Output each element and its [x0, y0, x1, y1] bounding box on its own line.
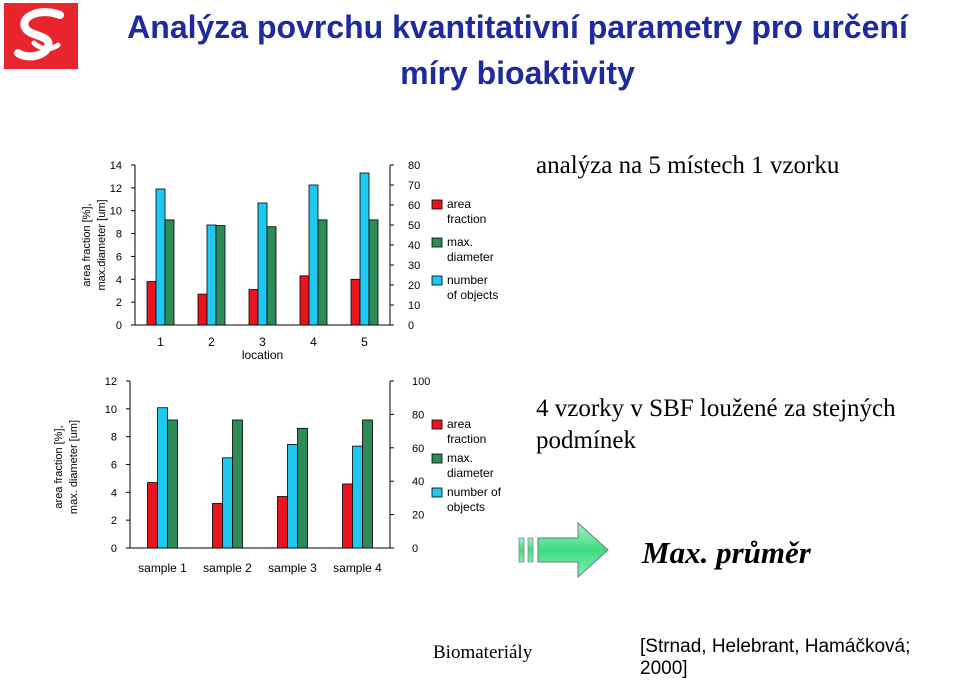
- bar-area-fraction: [197, 293, 208, 326]
- legend-swatch: [431, 487, 443, 498]
- y2-tick-label: 50: [408, 220, 420, 232]
- y-axis-label: max. diameter [um]: [68, 420, 80, 514]
- y2-tick-label: 0: [412, 543, 418, 555]
- bar-number-of-objects: [157, 407, 168, 549]
- x-tick-label: sample 3: [268, 561, 317, 575]
- legend-swatch: [431, 237, 443, 248]
- legend-label: of objects: [447, 288, 498, 302]
- bar-area-fraction: [147, 482, 158, 549]
- y2-tick-label: 0: [408, 320, 414, 332]
- y-tick-label: 12: [105, 376, 117, 388]
- page-title: Analýza povrchu kvantitativní parametry …: [127, 9, 908, 91]
- y2-tick-label: 100: [412, 376, 430, 388]
- bar-number-of-objects: [359, 172, 370, 326]
- y2-tick-label: 60: [408, 200, 420, 212]
- max-label: Max. průměr: [642, 535, 811, 570]
- y2-tick-label: 20: [412, 510, 424, 522]
- y2-tick-label: 30: [408, 260, 420, 272]
- bar-number-of-objects: [257, 202, 268, 326]
- y-tick-label: 2: [111, 515, 117, 527]
- y-tick-label: 10: [110, 206, 122, 218]
- bar-area-fraction: [350, 278, 361, 326]
- y-tick-label: 14: [110, 160, 122, 172]
- bar-number-of-objects: [155, 188, 166, 326]
- legend-label: fraction: [447, 432, 486, 446]
- bar-max-diameter: [362, 419, 373, 549]
- bar-max-diameter: [215, 225, 226, 326]
- y2-tick-label: 20: [408, 280, 420, 292]
- bar-max-diameter: [167, 419, 178, 549]
- bar-max-diameter: [368, 219, 379, 326]
- bar-max-diameter: [232, 419, 243, 549]
- legend-label: number of: [447, 485, 502, 499]
- y-tick-label: 12: [110, 183, 122, 195]
- legend-label: area: [447, 197, 471, 211]
- y2-tick-label: 80: [412, 409, 424, 421]
- y-tick-label: 8: [111, 432, 117, 444]
- y-tick-label: 4: [111, 487, 117, 499]
- y-tick-label: 6: [116, 251, 122, 263]
- y-tick-label: 0: [116, 320, 122, 332]
- legend-swatch: [431, 275, 443, 286]
- y-axis-label: area fraction [%],: [53, 425, 65, 508]
- footer-left: Biomateriály: [433, 642, 533, 663]
- y2-tick-label: 60: [412, 443, 424, 455]
- x-axis-label: location: [242, 348, 283, 362]
- bar-area-fraction: [248, 289, 259, 326]
- x-tick-label: 5: [361, 335, 368, 349]
- x-tick-label: 2: [208, 335, 215, 349]
- legend-label: area: [447, 417, 471, 431]
- x-tick-label: sample 1: [138, 561, 187, 575]
- y2-tick-label: 40: [408, 240, 420, 252]
- bar-area-fraction: [277, 496, 288, 549]
- legend-label: fraction: [447, 212, 486, 226]
- y-axis-label: area fraction [%],: [81, 203, 93, 286]
- footer-right: [Strnad, Helebrant, Hamáčková; 2000]: [640, 636, 911, 679]
- bar-area-fraction: [342, 483, 353, 549]
- x-tick-label: 3: [259, 335, 266, 349]
- legend-swatch: [431, 199, 443, 210]
- y2-tick-label: 70: [408, 180, 420, 192]
- legend-label: diameter: [447, 466, 494, 480]
- note-top: analýza na 5 místech 1 vzorku: [536, 152, 840, 179]
- legend-label: number: [447, 273, 488, 287]
- bar-number-of-objects: [222, 457, 233, 549]
- bar-number-of-objects: [308, 184, 319, 326]
- x-tick-label: 4: [310, 335, 317, 349]
- y-tick-label: 4: [116, 274, 122, 286]
- legend-label: diameter: [447, 250, 494, 264]
- bar-max-diameter: [266, 226, 277, 326]
- bar-max-diameter: [164, 219, 175, 326]
- y2-tick-label: 80: [408, 160, 420, 172]
- bar-max-diameter: [297, 427, 308, 549]
- legend-swatch: [431, 419, 443, 430]
- legend-label: max.: [447, 451, 473, 465]
- y-tick-label: 0: [111, 543, 117, 555]
- bar-number-of-objects: [352, 445, 363, 549]
- y-tick-label: 10: [105, 404, 117, 416]
- logo-icon: [4, 3, 78, 69]
- y-tick-label: 8: [116, 229, 122, 241]
- bar-area-fraction: [146, 281, 157, 326]
- arrow-right-icon: [518, 521, 609, 579]
- y2-tick-label: 40: [412, 476, 424, 488]
- y-tick-label: 2: [116, 297, 122, 309]
- x-tick-label: sample 2: [203, 561, 252, 575]
- bar-number-of-objects: [206, 224, 217, 326]
- legend-label: max.: [447, 235, 473, 249]
- bar-max-diameter: [317, 219, 328, 326]
- y-axis-label: max.diameter [um]: [96, 199, 108, 290]
- y-tick-label: 6: [111, 460, 117, 472]
- legend-swatch: [431, 453, 443, 464]
- y2-tick-label: 10: [408, 300, 420, 312]
- x-tick-label: 1: [157, 335, 164, 349]
- x-tick-label: sample 4: [333, 561, 382, 575]
- note-bottom: 4 vzorky v SBF loužené za stejných podmí…: [536, 395, 896, 454]
- bar-number-of-objects: [287, 444, 298, 549]
- bar-area-fraction: [212, 503, 223, 549]
- bar-area-fraction: [299, 275, 310, 326]
- legend-label: objects: [447, 500, 485, 514]
